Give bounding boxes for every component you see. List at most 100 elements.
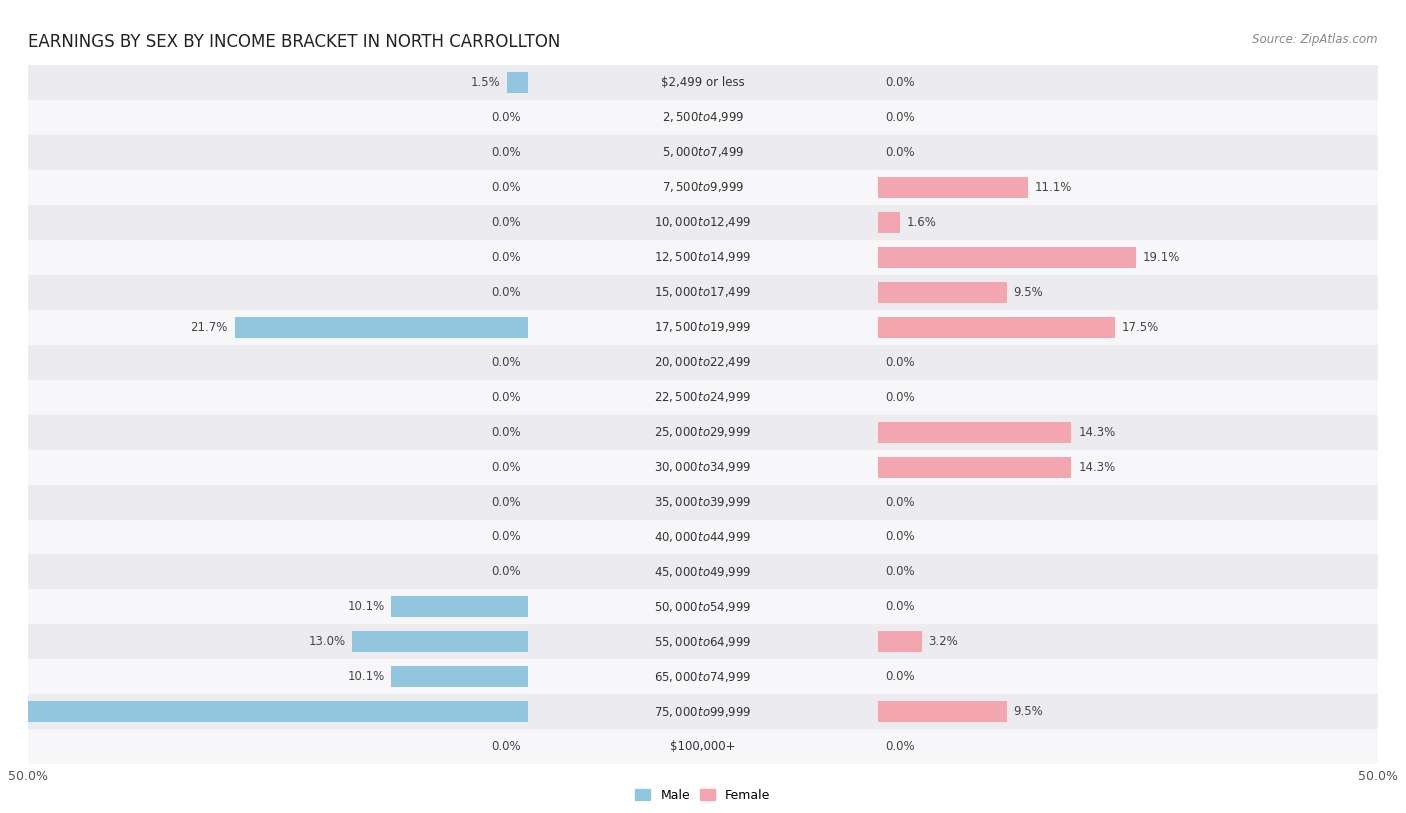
Text: 0.0%: 0.0% xyxy=(491,426,520,438)
Bar xyxy=(527,520,879,554)
Bar xyxy=(28,310,1378,345)
Bar xyxy=(703,387,879,407)
Bar xyxy=(28,205,1378,240)
Text: $2,500 to $4,999: $2,500 to $4,999 xyxy=(662,111,744,124)
Bar xyxy=(527,485,879,520)
Text: 0.0%: 0.0% xyxy=(491,146,520,159)
Text: 0.0%: 0.0% xyxy=(886,531,915,543)
Bar xyxy=(527,282,703,302)
Bar xyxy=(703,527,879,547)
Bar xyxy=(703,597,879,617)
Bar xyxy=(527,135,879,170)
Text: $12,500 to $14,999: $12,500 to $14,999 xyxy=(654,250,752,264)
Text: $50,000 to $54,999: $50,000 to $54,999 xyxy=(654,600,752,614)
Bar xyxy=(527,737,703,757)
Text: 0.0%: 0.0% xyxy=(886,601,915,613)
Text: 21.7%: 21.7% xyxy=(190,321,228,333)
Bar xyxy=(28,589,1378,624)
Bar xyxy=(352,632,703,652)
Bar xyxy=(527,562,703,582)
Text: 0.0%: 0.0% xyxy=(491,566,520,578)
Bar xyxy=(28,415,1378,450)
Text: $35,000 to $39,999: $35,000 to $39,999 xyxy=(654,495,752,509)
Text: 17.5%: 17.5% xyxy=(1122,321,1159,333)
Bar xyxy=(235,317,703,337)
Bar xyxy=(527,247,703,267)
Bar xyxy=(703,317,1115,337)
Text: 14.3%: 14.3% xyxy=(1078,426,1115,438)
Bar xyxy=(527,310,879,345)
Bar xyxy=(527,589,879,624)
Text: 0.0%: 0.0% xyxy=(491,461,520,473)
Bar xyxy=(703,107,879,128)
Bar xyxy=(527,380,879,415)
Text: 0.0%: 0.0% xyxy=(886,671,915,683)
Bar xyxy=(28,65,1378,100)
Bar xyxy=(527,554,879,589)
Bar xyxy=(28,170,1378,205)
Bar xyxy=(527,100,879,135)
Bar xyxy=(391,597,703,617)
Bar xyxy=(28,520,1378,554)
Bar xyxy=(703,492,879,512)
Bar xyxy=(527,457,703,477)
Text: $7,500 to $9,999: $7,500 to $9,999 xyxy=(662,180,744,194)
Text: 0.0%: 0.0% xyxy=(886,496,915,508)
Text: 0.0%: 0.0% xyxy=(491,741,520,753)
Bar xyxy=(527,345,879,380)
Bar xyxy=(28,659,1378,694)
Text: 0.0%: 0.0% xyxy=(886,356,915,368)
Bar xyxy=(527,422,703,442)
Bar xyxy=(527,177,703,198)
Bar xyxy=(703,562,879,582)
Text: $30,000 to $34,999: $30,000 to $34,999 xyxy=(654,460,752,474)
Text: 9.5%: 9.5% xyxy=(1014,286,1043,298)
Text: 0.0%: 0.0% xyxy=(491,251,520,263)
Bar xyxy=(508,72,703,93)
Bar xyxy=(703,177,1028,198)
Bar xyxy=(527,729,879,764)
Text: Source: ZipAtlas.com: Source: ZipAtlas.com xyxy=(1253,33,1378,46)
Text: $15,000 to $17,499: $15,000 to $17,499 xyxy=(654,285,752,299)
Text: $10,000 to $12,499: $10,000 to $12,499 xyxy=(654,215,752,229)
Text: $2,499 or less: $2,499 or less xyxy=(661,76,745,89)
Text: 0.0%: 0.0% xyxy=(491,531,520,543)
Bar xyxy=(703,282,1007,302)
Text: 10.1%: 10.1% xyxy=(347,601,384,613)
Text: 0.0%: 0.0% xyxy=(491,111,520,124)
Bar xyxy=(703,352,879,372)
Bar xyxy=(527,387,703,407)
Text: $40,000 to $44,999: $40,000 to $44,999 xyxy=(654,530,752,544)
Text: $5,000 to $7,499: $5,000 to $7,499 xyxy=(662,146,744,159)
Bar xyxy=(527,275,879,310)
Text: 9.5%: 9.5% xyxy=(1014,706,1043,718)
Bar xyxy=(527,65,879,100)
Bar xyxy=(527,240,879,275)
Bar xyxy=(527,415,879,450)
Text: 13.0%: 13.0% xyxy=(308,636,346,648)
Bar xyxy=(28,450,1378,485)
Text: $17,500 to $19,999: $17,500 to $19,999 xyxy=(654,320,752,334)
Text: 1.5%: 1.5% xyxy=(471,76,501,89)
Text: 0.0%: 0.0% xyxy=(886,76,915,89)
Bar xyxy=(527,624,879,659)
Bar xyxy=(527,170,879,205)
Bar xyxy=(28,275,1378,310)
Bar xyxy=(703,142,879,163)
Bar xyxy=(527,694,879,729)
Bar xyxy=(28,380,1378,415)
Bar xyxy=(527,142,703,163)
Bar xyxy=(703,72,879,93)
Bar xyxy=(28,135,1378,170)
Text: 0.0%: 0.0% xyxy=(491,356,520,368)
Bar xyxy=(28,554,1378,589)
Text: 0.0%: 0.0% xyxy=(886,391,915,403)
Legend: Male, Female: Male, Female xyxy=(630,784,776,807)
Bar xyxy=(703,632,922,652)
Bar xyxy=(28,345,1378,380)
Bar xyxy=(0,702,703,722)
Bar xyxy=(391,667,703,687)
Bar xyxy=(28,485,1378,520)
Bar xyxy=(703,422,1071,442)
Text: 0.0%: 0.0% xyxy=(491,181,520,193)
